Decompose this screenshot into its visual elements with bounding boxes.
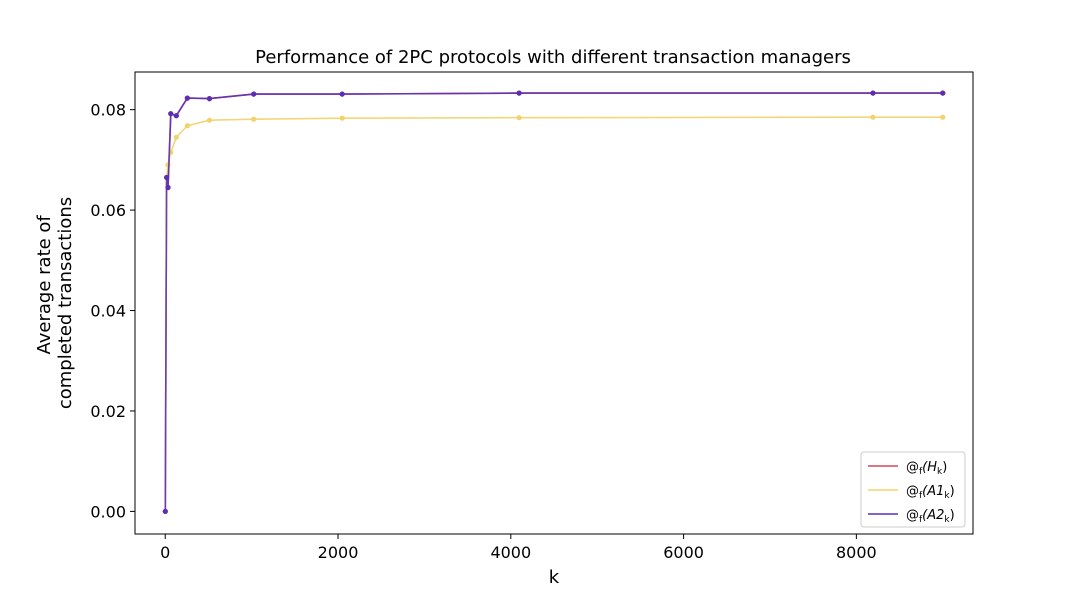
chart-title: Performance of 2PC protocols with differ… (255, 47, 851, 68)
legend-box (860, 451, 966, 528)
legend-label-part: k (944, 491, 950, 501)
data-point (206, 96, 213, 102)
x-tick-label: 4000 (490, 543, 531, 562)
plot-area (134, 71, 974, 535)
legend-label-part: f (919, 491, 923, 501)
data-point (870, 114, 876, 120)
legend-label-part: @ (906, 484, 919, 499)
data-point (173, 134, 179, 140)
data-point (168, 111, 174, 117)
data-point (184, 95, 190, 101)
legend-label-part: ) (942, 460, 947, 475)
data-point (870, 90, 876, 96)
y-axis-label-line-1: Average rate of (34, 215, 55, 355)
legend-entry-0: @f(Hk) (868, 460, 947, 477)
x-tick-label: 2000 (318, 543, 359, 562)
legend-label-part: f (919, 467, 923, 477)
legend-label-part: @ (906, 508, 919, 523)
legend-label: @f(Hk) (906, 460, 947, 477)
y-tick-label: 0.00 (90, 502, 126, 521)
legend-entry-1: @f(A1k) (868, 484, 955, 501)
plot-frame (134, 71, 974, 535)
data-point (251, 116, 257, 122)
data-point (184, 123, 190, 129)
y-axis-label: Average rate of completed transactions (34, 197, 76, 409)
data-point (339, 115, 345, 121)
legend-label-part: @ (906, 460, 919, 475)
data-point (940, 114, 946, 120)
legend-label: @f(A2k) (906, 508, 955, 525)
data-point (516, 90, 522, 96)
data-point (339, 91, 345, 97)
legend-label-part: k (944, 515, 950, 525)
series-line (164, 92, 943, 512)
data-point (206, 117, 213, 123)
data-point (162, 508, 168, 515)
legend-label-part: ) (950, 508, 955, 523)
y-axis-label-line-2: completed transactions (55, 197, 76, 409)
series-2 (162, 90, 946, 515)
series-1 (162, 114, 946, 515)
legend-label-part: (A1 (922, 484, 944, 499)
data-point (251, 91, 257, 97)
x-tick-label: 6000 (663, 543, 704, 562)
data-point (940, 90, 946, 96)
series-line (164, 92, 943, 512)
y-tick-label: 0.02 (90, 402, 126, 421)
y-tick-label: 0.06 (90, 201, 126, 220)
data-point (173, 113, 179, 119)
y-tick-label: 0.08 (90, 101, 126, 120)
legend-label-part: k (937, 467, 943, 477)
legend-entry-2: @f(A2k) (868, 508, 955, 525)
legend-label-part: (H (922, 460, 937, 475)
x-tick-label: 8000 (836, 543, 877, 562)
legend-label-part: f (919, 515, 923, 525)
legend-label: @f(A1k) (906, 484, 955, 501)
legend-label-part: ) (950, 484, 955, 499)
y-axis-ticks: 0.00 0.02 0.04 0.06 0.08 (90, 101, 135, 521)
data-point (164, 174, 170, 181)
series-layer (162, 90, 946, 515)
legend-label-part: (A2 (922, 508, 944, 523)
data-point (516, 115, 522, 121)
x-axis-ticks: 0 2000 4000 6000 8000 (160, 534, 877, 562)
y-tick-label: 0.04 (90, 302, 126, 321)
x-axis-label: k (549, 567, 560, 588)
data-point (165, 184, 171, 191)
series-line (164, 116, 943, 512)
x-tick-label: 0 (160, 543, 170, 562)
legend: @f(Hk)@f(A1k)@f(A2k) (860, 451, 966, 528)
series-0 (162, 90, 946, 515)
